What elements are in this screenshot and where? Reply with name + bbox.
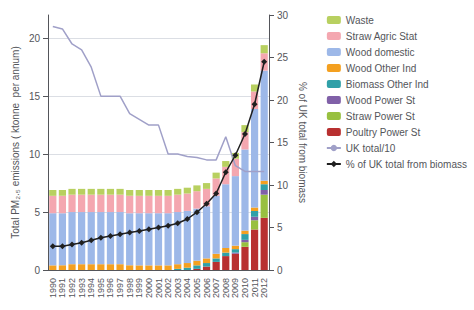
svg-text:2003: 2003 bbox=[173, 278, 183, 298]
svg-text:1991: 1991 bbox=[57, 278, 67, 298]
svg-text:1992: 1992 bbox=[67, 278, 77, 298]
svg-text:% of UK total from biomass: % of UK total from biomass bbox=[297, 82, 308, 203]
svg-text:1997: 1997 bbox=[115, 278, 125, 298]
svg-text:30: 30 bbox=[277, 10, 289, 21]
svg-text:2002: 2002 bbox=[163, 278, 173, 298]
svg-text:2000: 2000 bbox=[144, 278, 154, 298]
svg-text:10: 10 bbox=[29, 149, 41, 160]
svg-text:2009: 2009 bbox=[230, 278, 240, 298]
svg-text:25: 25 bbox=[277, 52, 289, 63]
svg-text:2012: 2012 bbox=[259, 278, 269, 298]
svg-text:2008: 2008 bbox=[221, 278, 231, 298]
svg-text:0: 0 bbox=[34, 265, 40, 276]
svg-text:Total PM₂.₅ emissions ( ktonne: Total PM₂.₅ emissions ( ktonne per annum… bbox=[10, 46, 21, 238]
svg-text:15: 15 bbox=[29, 91, 41, 102]
svg-text:Wood Other Ind: Wood Other Ind bbox=[346, 63, 416, 74]
svg-text:2004: 2004 bbox=[182, 278, 192, 298]
svg-text:10: 10 bbox=[277, 180, 289, 191]
svg-text:15: 15 bbox=[277, 137, 289, 148]
svg-text:2006: 2006 bbox=[202, 278, 212, 298]
svg-text:Waste: Waste bbox=[346, 15, 374, 26]
svg-text:20: 20 bbox=[277, 95, 289, 106]
svg-text:Biomass Other Ind: Biomass Other Ind bbox=[346, 79, 429, 90]
svg-text:Straw Power St: Straw Power St bbox=[346, 111, 415, 122]
svg-text:1998: 1998 bbox=[125, 278, 135, 298]
svg-text:1993: 1993 bbox=[77, 278, 87, 298]
svg-text:% of UK total from biomass: % of UK total from biomass bbox=[346, 159, 467, 170]
svg-text:Poultry Power St: Poultry Power St bbox=[346, 127, 421, 138]
svg-text:1995: 1995 bbox=[96, 278, 106, 298]
svg-text:UK total/10: UK total/10 bbox=[346, 143, 396, 154]
svg-text:1994: 1994 bbox=[86, 278, 96, 298]
svg-text:Wood domestic: Wood domestic bbox=[346, 47, 415, 58]
svg-text:Wood Power St: Wood Power St bbox=[346, 95, 416, 106]
svg-text:1999: 1999 bbox=[134, 278, 144, 298]
svg-text:5: 5 bbox=[277, 222, 283, 233]
svg-text:2007: 2007 bbox=[211, 278, 221, 298]
svg-text:2010: 2010 bbox=[240, 278, 250, 298]
svg-text:1990: 1990 bbox=[48, 278, 58, 298]
svg-text:Straw Agric Stat: Straw Agric Stat bbox=[346, 31, 417, 42]
svg-text:5: 5 bbox=[34, 207, 40, 218]
svg-text:2005: 2005 bbox=[192, 278, 202, 298]
svg-text:0: 0 bbox=[277, 265, 283, 276]
svg-text:2011: 2011 bbox=[250, 278, 260, 297]
svg-text:20: 20 bbox=[29, 33, 41, 44]
svg-text:2001: 2001 bbox=[154, 278, 164, 298]
svg-text:1996: 1996 bbox=[105, 278, 115, 298]
